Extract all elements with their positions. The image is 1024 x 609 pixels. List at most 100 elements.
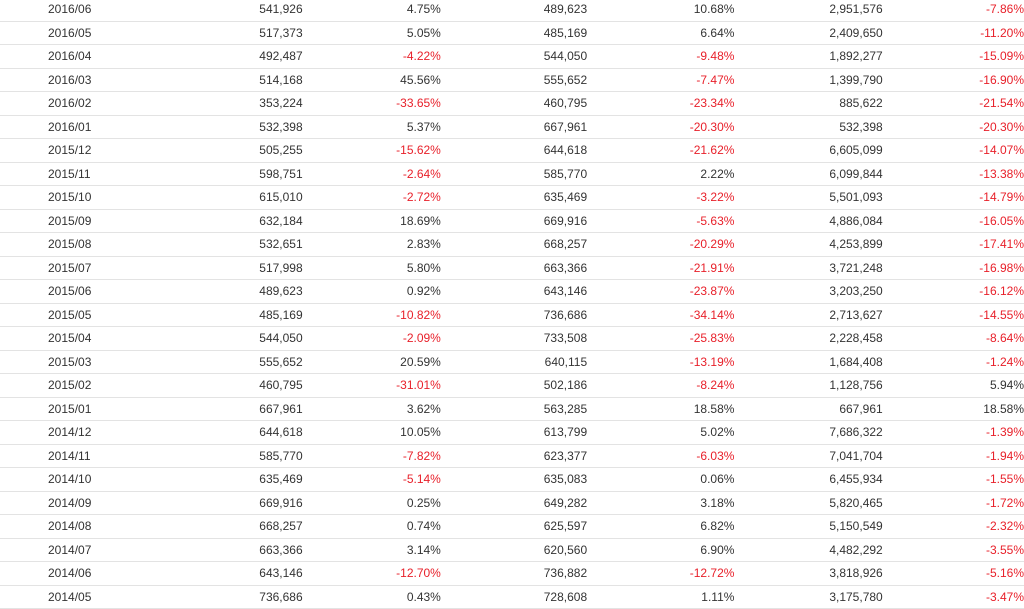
value-cell: 6,099,844 — [734, 162, 883, 186]
change-cell: -15.09% — [882, 44, 1024, 69]
month-cell: 2014/11 — [0, 444, 152, 468]
month-cell: 2015/09 — [0, 209, 152, 233]
value-cell: 623,377 — [440, 444, 588, 468]
change-cell: 6.90% — [587, 538, 735, 562]
value-cell: 5,501,093 — [734, 185, 883, 210]
value-cell: 541,926 — [151, 0, 303, 22]
change-cell: -14.07% — [882, 138, 1024, 163]
change-cell: -1.94% — [882, 444, 1024, 468]
value-cell: 635,469 — [440, 185, 588, 210]
value-cell: 585,770 — [151, 444, 303, 468]
table-row: 2015/08 532,651 2.83% 668,257 -20.29% 4,253,8… — [0, 232, 1024, 257]
change-cell: 2.83% — [302, 232, 441, 257]
value-cell: 517,998 — [151, 256, 303, 280]
month-cell: 2015/10 — [0, 185, 152, 210]
value-cell: 668,257 — [440, 232, 588, 257]
value-cell: 644,618 — [151, 420, 303, 445]
value-cell: 6,455,934 — [734, 467, 883, 492]
table-row: 2014/07 663,366 3.14% 620,560 6.90% 4,482,292… — [0, 538, 1024, 562]
change-cell: -3.55% — [882, 538, 1024, 562]
value-cell: 3,203,250 — [734, 279, 883, 304]
value-cell: 669,916 — [151, 491, 303, 515]
table-row: 2016/02 353,224 -33.65% 460,795 -23.34% 885,6… — [0, 91, 1024, 116]
table-row: 2015/07 517,998 5.80% 663,366 -21.91% 3,721,2… — [0, 256, 1024, 280]
change-cell: -1.39% — [882, 420, 1024, 445]
table-row: 2015/06 489,623 0.92% 643,146 -23.87% 3,203,2… — [0, 279, 1024, 304]
value-cell: 620,560 — [440, 538, 588, 562]
value-cell: 3,721,248 — [734, 256, 883, 280]
change-cell: -14.55% — [882, 303, 1024, 327]
table-row: 2016/05 517,373 5.05% 485,169 6.64% 2,409,650… — [0, 21, 1024, 45]
value-cell: 517,373 — [151, 21, 303, 45]
month-cell: 2014/12 — [0, 420, 152, 445]
month-cell: 2014/08 — [0, 514, 152, 539]
value-cell: 514,168 — [151, 68, 303, 92]
value-cell: 6,605,099 — [734, 138, 883, 163]
value-cell: 613,799 — [440, 420, 588, 445]
value-cell: 2,713,627 — [734, 303, 883, 327]
value-cell: 7,041,704 — [734, 444, 883, 468]
change-cell: -21.91% — [587, 256, 735, 280]
value-cell: 485,169 — [151, 303, 303, 327]
table-row: 2014/11 585,770 -7.82% 623,377 -6.03% 7,041,7… — [0, 444, 1024, 468]
value-cell: 635,083 — [440, 467, 588, 492]
change-cell: -7.47% — [587, 68, 735, 92]
month-cell: 2016/06 — [0, 0, 152, 22]
month-cell: 2016/05 — [0, 21, 152, 45]
value-cell: 555,652 — [440, 68, 588, 92]
value-cell: 489,623 — [440, 0, 588, 22]
month-cell: 2016/02 — [0, 91, 152, 116]
value-cell: 1,128,756 — [734, 373, 883, 398]
value-cell: 663,366 — [440, 256, 588, 280]
change-cell: -21.62% — [587, 138, 735, 163]
change-cell: -21.54% — [882, 91, 1024, 116]
value-cell: 460,795 — [151, 373, 303, 398]
change-cell: -16.12% — [882, 279, 1024, 304]
change-cell: -7.86% — [882, 0, 1024, 22]
value-cell: 544,050 — [440, 44, 588, 69]
change-cell: -25.83% — [587, 326, 735, 351]
change-cell: -15.62% — [302, 138, 441, 163]
month-cell: 2016/03 — [0, 68, 152, 92]
change-cell: 20.59% — [302, 350, 441, 374]
table-row: 2015/02 460,795 -31.01% 502,186 -8.24% 1,128,… — [0, 373, 1024, 398]
value-cell: 669,916 — [440, 209, 588, 233]
change-cell: -12.72% — [587, 561, 735, 586]
value-cell: 649,282 — [440, 491, 588, 515]
value-cell: 668,257 — [151, 514, 303, 539]
change-cell: -5.14% — [302, 467, 441, 492]
value-cell: 563,285 — [440, 397, 588, 421]
change-cell: -5.63% — [587, 209, 735, 233]
value-cell: 733,508 — [440, 326, 588, 351]
value-cell: 2,409,650 — [734, 21, 883, 45]
change-cell: 6.64% — [587, 21, 735, 45]
value-cell: 643,146 — [151, 561, 303, 586]
month-cell: 2015/05 — [0, 303, 152, 327]
change-cell: -33.65% — [302, 91, 441, 116]
table-row: 2015/11 598,751 -2.64% 585,770 2.22% 6,099,84… — [0, 162, 1024, 186]
change-cell: -14.79% — [882, 185, 1024, 210]
value-cell: 7,686,322 — [734, 420, 883, 445]
value-cell: 615,010 — [151, 185, 303, 210]
table-row: 2015/04 544,050 -2.09% 733,508 -25.83% 2,228,… — [0, 326, 1024, 351]
change-cell: -1.24% — [882, 350, 1024, 374]
month-cell: 2015/06 — [0, 279, 152, 304]
value-cell: 2,228,458 — [734, 326, 883, 351]
change-cell: 0.92% — [302, 279, 441, 304]
change-cell: 18.58% — [882, 397, 1024, 421]
change-cell: -16.05% — [882, 209, 1024, 233]
change-cell: -17.41% — [882, 232, 1024, 257]
change-cell: -23.34% — [587, 91, 735, 116]
month-cell: 2016/01 — [0, 115, 152, 139]
value-cell: 736,882 — [440, 561, 588, 586]
change-cell: 5.05% — [302, 21, 441, 45]
change-cell: -20.29% — [587, 232, 735, 257]
change-cell: -9.48% — [587, 44, 735, 69]
value-cell: 1,399,790 — [734, 68, 883, 92]
value-cell: 1,684,408 — [734, 350, 883, 374]
table-row: 2016/03 514,168 45.56% 555,652 -7.47% 1,399,7… — [0, 68, 1024, 92]
change-cell: -7.82% — [302, 444, 441, 468]
value-cell: 485,169 — [440, 21, 588, 45]
change-cell: -2.72% — [302, 185, 441, 210]
